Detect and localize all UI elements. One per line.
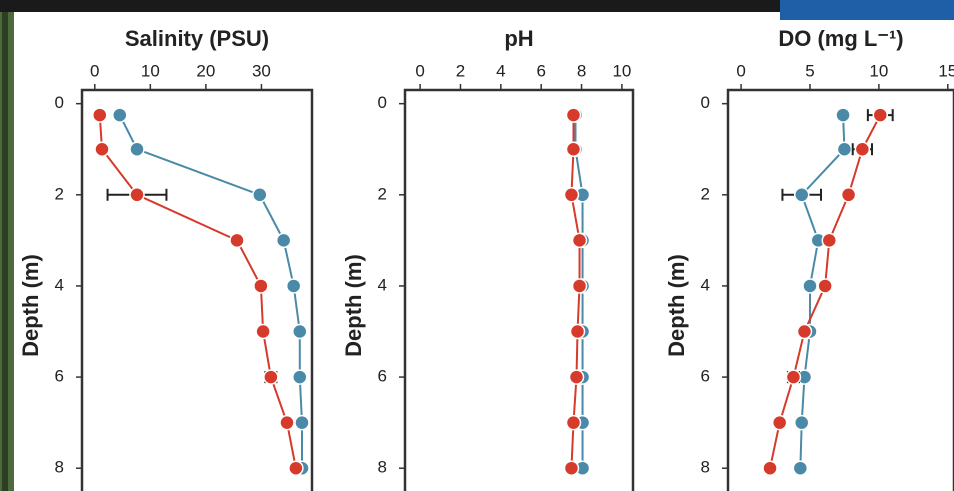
y-axis-label: Depth (m) — [341, 254, 366, 357]
data-point — [563, 460, 580, 476]
y-tick-label: 2 — [378, 184, 387, 203]
data-point — [796, 323, 813, 340]
axis-frame — [403, 88, 635, 491]
data-point — [252, 187, 268, 203]
corner-banner — [780, 0, 954, 20]
data-point — [112, 107, 128, 123]
x-tick-label: 0 — [736, 61, 745, 80]
data-point — [129, 187, 145, 203]
data-point — [94, 141, 110, 157]
data-point — [840, 187, 857, 203]
y-tick-label: 6 — [378, 367, 387, 386]
data-point — [571, 232, 588, 249]
x-tick-label: 6 — [536, 61, 545, 80]
x-tick-label: 10 — [869, 61, 888, 80]
x-tick-label: 0 — [90, 61, 99, 80]
data-point — [571, 278, 588, 294]
data-point — [817, 278, 833, 294]
data-point — [836, 141, 853, 157]
data-point — [802, 278, 818, 294]
x-tick-label: 5 — [805, 61, 814, 80]
y-tick-label: 0 — [378, 93, 387, 112]
data-point — [294, 414, 310, 431]
x-tick-label: 15 — [938, 61, 954, 80]
data-point — [771, 414, 788, 431]
data-point — [263, 369, 279, 385]
y-axis-label: Depth (m) — [664, 254, 689, 357]
y-tick-label: 4 — [55, 275, 64, 294]
data-point — [255, 323, 271, 340]
data-point — [854, 141, 871, 157]
data-point — [292, 369, 308, 385]
x-tick-label: 20 — [196, 61, 215, 80]
x-tick-label: 4 — [496, 61, 505, 80]
data-point — [129, 141, 145, 157]
data-point — [569, 323, 586, 340]
y-tick-label: 0 — [55, 93, 64, 112]
y-tick-label: 2 — [55, 184, 64, 203]
y-tick-label: 6 — [701, 367, 710, 386]
x-tick-label: 10 — [612, 61, 631, 80]
data-point — [253, 278, 269, 294]
y-tick-label: 8 — [378, 458, 387, 477]
x-tick-label: 30 — [252, 61, 271, 80]
data-point — [872, 107, 889, 123]
data-point — [565, 107, 582, 123]
top-gap — [0, 12, 780, 18]
data-point — [92, 107, 108, 123]
data-point — [785, 369, 802, 385]
data-point — [821, 232, 838, 249]
data-point — [292, 323, 308, 340]
panel-title: Salinity (PSU) — [125, 26, 269, 51]
photo-strip-shade — [2, 12, 8, 491]
data-point — [793, 414, 810, 431]
y-tick-label: 6 — [55, 367, 64, 386]
data-point — [275, 232, 292, 249]
x-tick-label: 0 — [415, 61, 424, 80]
y-tick-label: 8 — [55, 458, 64, 477]
data-point — [565, 141, 582, 157]
data-point — [285, 278, 302, 294]
data-point — [568, 369, 585, 385]
x-tick-label: 8 — [577, 61, 586, 80]
panel-title: pH — [504, 26, 533, 51]
y-tick-label: 4 — [378, 275, 387, 294]
data-point — [792, 460, 809, 476]
data-point — [793, 187, 810, 203]
x-tick-label: 10 — [141, 61, 160, 80]
data-point — [762, 460, 778, 476]
data-point — [229, 232, 245, 249]
y-tick-label: 0 — [701, 93, 710, 112]
y-axis-label: Depth (m) — [18, 254, 43, 357]
data-point — [279, 414, 295, 431]
y-tick-label: 2 — [701, 184, 710, 203]
axis-frame — [80, 88, 314, 491]
data-point — [565, 414, 582, 431]
data-point — [835, 107, 851, 123]
data-point — [563, 187, 580, 203]
y-tick-label: 8 — [701, 458, 710, 477]
top-border — [0, 0, 954, 12]
panel-title: DO (mg L⁻¹) — [778, 26, 903, 51]
x-tick-label: 2 — [456, 61, 465, 80]
data-point — [288, 460, 304, 476]
y-tick-label: 4 — [701, 275, 710, 294]
axis-frame — [726, 88, 954, 491]
